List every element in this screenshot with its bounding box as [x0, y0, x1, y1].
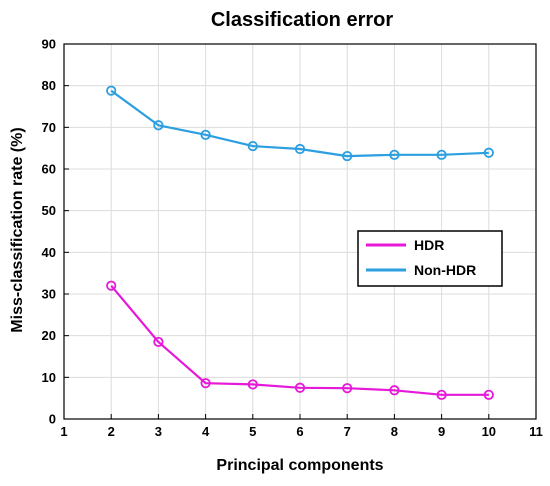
data-point-non-hdr	[294, 143, 306, 155]
data-point-non-hdr	[483, 147, 494, 158]
y-tick-label: 80	[42, 78, 56, 93]
y-tick-label: 20	[42, 328, 56, 343]
data-point-hdr	[294, 382, 306, 393]
data-point-hdr	[483, 389, 494, 400]
data-point-non-hdr	[153, 120, 164, 131]
x-tick-label: 11	[529, 424, 543, 439]
series-line-hdr	[110, 284, 489, 396]
data-point-non-hdr	[389, 149, 400, 160]
data-point-non-hdr	[106, 85, 117, 96]
x-tick-label: 1	[60, 424, 67, 439]
data-point-hdr	[200, 378, 211, 389]
chart-title: Classification error	[211, 9, 394, 31]
x-tick-label: 4	[202, 424, 210, 439]
x-tick-label: 2	[108, 424, 115, 439]
legend-label-non-hdr: Non-HDR	[414, 262, 476, 278]
legend: HDR Non-HDR	[357, 230, 503, 287]
y-tick-label: 30	[42, 287, 56, 302]
data-point-hdr	[436, 389, 447, 400]
legend-box	[357, 230, 503, 287]
data-point-non-hdr	[436, 149, 447, 160]
axis-ticks: 1 2 3 4 5 6 7 8 9 10 11 0 10 20 30 40 50 60 70 80 90	[42, 37, 543, 440]
x-tick-label: 7	[344, 424, 351, 439]
data-point-hdr	[106, 280, 117, 291]
data-point-hdr	[389, 385, 400, 396]
y-tick-label: 90	[42, 37, 56, 52]
x-tick-label: 6	[296, 424, 303, 439]
x-tick-label: 8	[391, 424, 398, 439]
legend-label-hdr: HDR	[414, 237, 444, 253]
x-tick-label: 3	[155, 424, 162, 439]
y-tick-label: 60	[42, 162, 56, 177]
y-tick-label: 40	[42, 245, 56, 260]
data-point-hdr	[247, 379, 258, 390]
x-axis-label: Principal components	[216, 457, 383, 474]
y-tick-label: 70	[42, 120, 56, 135]
data-point-hdr	[342, 383, 353, 394]
data-point-non-hdr	[342, 150, 353, 162]
data-point-non-hdr	[247, 140, 258, 152]
x-tick-label: 9	[438, 424, 445, 439]
series-line-non-hdr	[110, 89, 489, 158]
x-tick-label: 10	[482, 424, 496, 439]
y-axis-label: Miss-classification rate (%)	[9, 127, 26, 332]
data-point-hdr	[153, 336, 164, 348]
data-point-non-hdr	[200, 129, 211, 140]
y-tick-label: 10	[42, 370, 56, 385]
y-tick-label: 0	[49, 412, 56, 427]
y-tick-label: 50	[42, 203, 56, 218]
x-tick-label: 5	[249, 424, 256, 439]
series-lines	[106, 85, 494, 400]
